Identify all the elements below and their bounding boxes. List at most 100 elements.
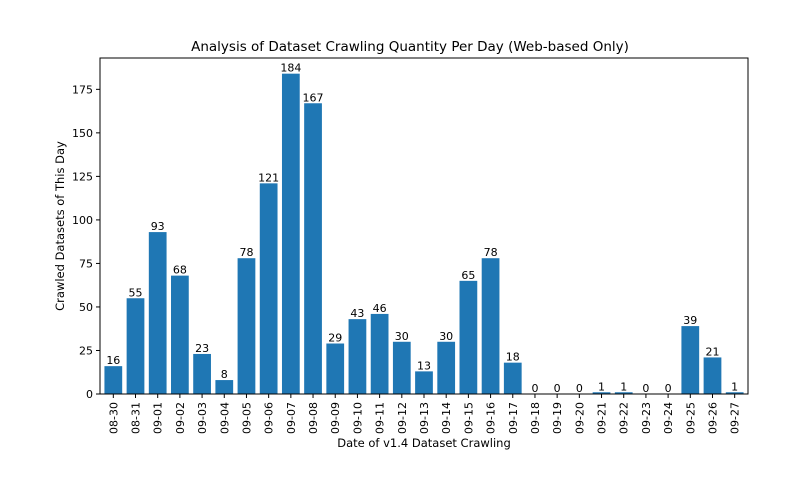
- x-tick-label: 09-07: [285, 402, 298, 434]
- data-label-09-03: 23: [195, 342, 209, 355]
- data-label-09-25: 39: [683, 314, 697, 327]
- x-tick-label: 09-18: [529, 402, 542, 434]
- bar-09-12: [392, 341, 411, 394]
- data-label-09-24: 0: [665, 382, 672, 395]
- data-label-09-18: 0: [531, 382, 538, 395]
- x-tick-label: 09-06: [263, 402, 276, 434]
- data-label-08-31: 55: [129, 286, 143, 299]
- bar-09-07: [281, 73, 300, 395]
- data-label-09-06: 121: [258, 171, 279, 184]
- data-label-09-20: 0: [576, 382, 583, 395]
- bar-09-26: [703, 357, 722, 394]
- data-label-09-15: 65: [461, 269, 475, 282]
- x-tick-label: 09-11: [374, 402, 387, 434]
- x-tick-label: 08-30: [107, 402, 120, 434]
- data-label-09-07: 184: [280, 62, 301, 75]
- data-label-09-05: 78: [239, 246, 253, 259]
- bar-08-31: [126, 298, 145, 394]
- data-label-09-17: 18: [506, 351, 520, 364]
- bar-09-21: [592, 392, 611, 394]
- data-label-09-13: 13: [417, 359, 431, 372]
- plot-frame: [99, 57, 749, 395]
- x-tick-label: 09-26: [706, 402, 719, 434]
- data-label-09-10: 43: [350, 307, 364, 320]
- x-tick-label: 09-20: [573, 402, 586, 434]
- y-tick-label: 75: [79, 257, 93, 270]
- data-label-09-26: 21: [705, 345, 719, 358]
- x-tick-label: 09-22: [618, 402, 631, 434]
- bar-09-02: [171, 275, 189, 394]
- x-tick-label: 09-09: [329, 402, 342, 434]
- x-tick-label: 09-19: [551, 402, 564, 434]
- x-tick-label: 09-25: [684, 402, 697, 434]
- y-tick-label: 125: [72, 170, 93, 183]
- bar-09-14: [437, 341, 456, 394]
- bar-09-27: [725, 392, 744, 394]
- x-axis-title: Date of v1.4 Dataset Crawling: [337, 436, 511, 450]
- bar-09-11: [370, 313, 389, 394]
- y-tick-label: 100: [72, 214, 93, 227]
- bars-layer: [104, 73, 744, 395]
- y-tick-label: 175: [72, 83, 93, 96]
- x-tick-label: 09-14: [440, 402, 453, 434]
- x-tick-label: 09-16: [485, 402, 498, 434]
- y-tick-label: 150: [72, 127, 93, 140]
- bar-09-17: [503, 362, 522, 394]
- bar-09-06: [259, 183, 278, 394]
- data-label-09-04: 8: [221, 368, 228, 381]
- data-label-09-02: 68: [173, 264, 187, 277]
- data-label-09-16: 78: [484, 246, 498, 259]
- x-tick-label: 09-10: [351, 402, 364, 434]
- x-tick-label: 09-15: [462, 402, 475, 434]
- y-tick-label: 50: [79, 301, 93, 314]
- x-tick-label: 09-13: [418, 402, 431, 434]
- data-label-09-12: 30: [395, 330, 409, 343]
- bar-09-03: [193, 353, 211, 394]
- bar-09-04: [215, 380, 234, 394]
- bar-09-25: [681, 326, 700, 394]
- x-tick-label: 09-04: [218, 402, 231, 434]
- x-tick-label: 08-31: [130, 402, 143, 434]
- bar-08-30: [104, 366, 123, 394]
- data-label-09-08: 167: [303, 91, 324, 104]
- data-label-08-30: 16: [106, 354, 120, 367]
- bar-09-15: [459, 280, 478, 394]
- data-label-09-09: 29: [328, 332, 342, 345]
- bar-09-08: [304, 103, 322, 394]
- data-label-09-27: 1: [731, 380, 738, 393]
- x-tick-label: 09-02: [174, 402, 187, 434]
- bar-09-01: [148, 232, 167, 394]
- x-tick-label: 09-03: [196, 402, 209, 434]
- data-label-09-11: 46: [373, 302, 387, 315]
- y-tick-label: 0: [86, 388, 93, 401]
- x-tick-label: 09-05: [240, 402, 253, 434]
- x-tick-label: 09-12: [396, 402, 409, 434]
- data-label-09-22: 1: [620, 380, 627, 393]
- data-label-09-01: 93: [151, 220, 165, 233]
- x-tick-label: 09-27: [729, 402, 742, 434]
- x-axis: 08-30 08-31 09-01 09-02 09-03 09-04 09-05 09-06…: [107, 394, 742, 434]
- y-tick-label: 25: [79, 344, 93, 357]
- x-tick-label: 09-08: [307, 402, 320, 434]
- x-tick-label: 09-21: [596, 402, 609, 434]
- data-label-09-21: 1: [598, 380, 605, 393]
- x-tick-label: 09-24: [662, 402, 675, 434]
- y-axis-title: Crawled Datasets of This Day: [53, 141, 67, 311]
- x-tick-label: 09-01: [152, 402, 165, 434]
- y-axis: 0 25 50 75 100 125 150 175: [72, 83, 100, 401]
- x-tick-label: 09-17: [507, 402, 520, 434]
- bar-09-13: [415, 371, 433, 394]
- chart-title: Analysis of Dataset Crawling Quantity Pe…: [191, 39, 629, 55]
- data-label-09-23: 0: [642, 382, 649, 395]
- data-label-09-19: 0: [554, 382, 561, 395]
- data-label-09-14: 30: [439, 330, 453, 343]
- bar-09-09: [326, 343, 345, 394]
- x-tick-label: 09-23: [640, 402, 653, 434]
- bar-09-05: [237, 258, 256, 394]
- bar-09-10: [348, 319, 367, 394]
- bar-09-22: [614, 392, 633, 394]
- bar-09-16: [481, 258, 500, 394]
